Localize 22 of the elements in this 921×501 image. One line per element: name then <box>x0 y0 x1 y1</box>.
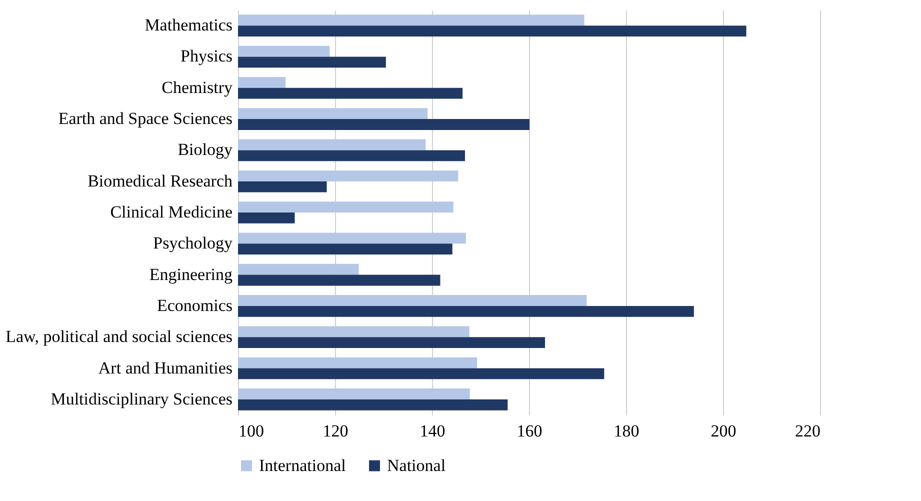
y-tick-label: Art and Humanities <box>98 358 232 378</box>
y-tick-label: Law, political and social sciences <box>6 327 232 346</box>
x-tick-label: 200 <box>710 422 736 440</box>
legend-label: National <box>387 456 446 475</box>
x-tick-label: 100 <box>238 422 264 440</box>
y-tick-label: Multidisciplinary Sciences <box>50 389 232 408</box>
x-tick-label: 120 <box>322 422 348 440</box>
x-tick-label: 180 <box>614 422 640 440</box>
y-tick-label: Physics <box>180 46 232 66</box>
y-tick-label: Psychology <box>153 234 233 253</box>
x-tick-label: 140 <box>420 422 446 440</box>
y-tick-label: Biomedical Research <box>88 171 233 190</box>
y-tick-label: Clinical Medicine <box>110 202 232 222</box>
y-tick-label: Earth and Space Sciences <box>58 109 232 128</box>
x-tick-label: 220 <box>795 422 820 440</box>
y-tick-label: Mathematics <box>144 16 232 35</box>
y-tick-label: Economics <box>156 296 232 315</box>
y-tick-label: Engineering <box>149 264 233 284</box>
x-tick-label: 160 <box>516 422 542 440</box>
y-tick-label: Biology <box>178 140 233 160</box>
legend-label: International <box>259 456 346 475</box>
y-tick-label: Chemistry <box>162 78 233 97</box>
